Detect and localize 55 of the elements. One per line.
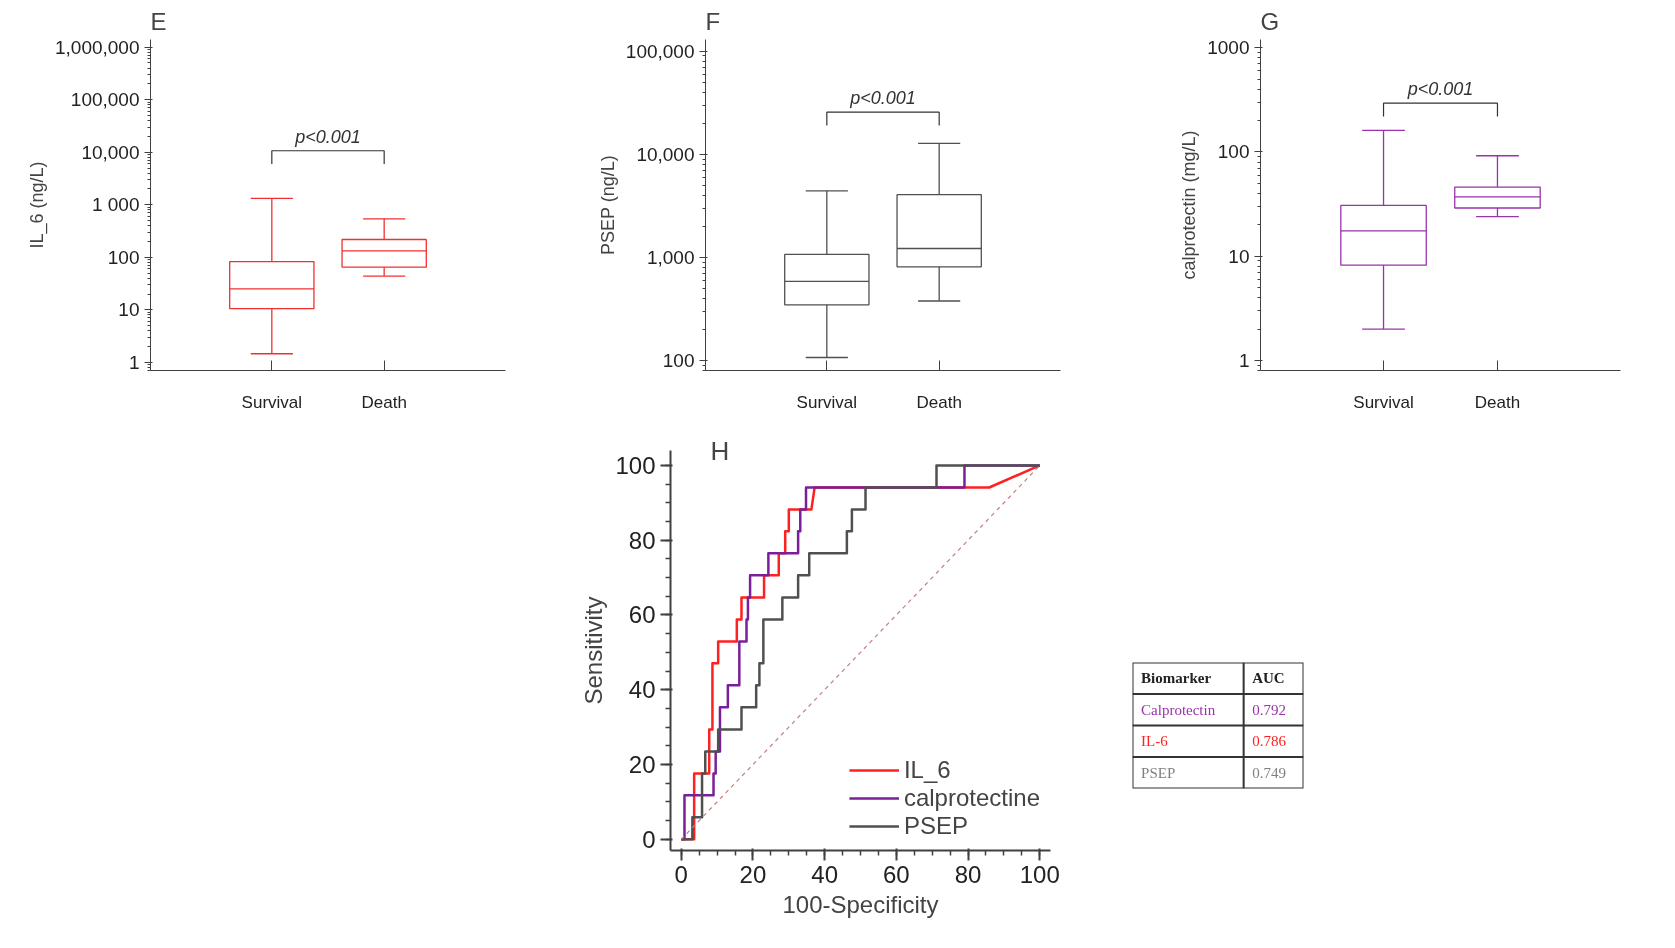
x-axis-title: 100-Specificity xyxy=(782,890,939,918)
legend-label: calprotectine xyxy=(903,784,1040,812)
y-tick-label: 100 xyxy=(662,350,695,372)
text: AUC xyxy=(1252,670,1285,687)
x-tick-label: Survival xyxy=(796,392,858,412)
x-tick-label: 80 xyxy=(954,860,982,888)
y-tick-label: 1,000,000 xyxy=(54,36,140,58)
x-tick-label: 60 xyxy=(883,860,910,888)
y-tick-label: 100 xyxy=(1217,141,1250,163)
y-tick-label: 1,000 xyxy=(646,246,695,268)
y-axis-title: PSEP (ng/L) xyxy=(597,155,618,256)
y-tick-label: 100,000 xyxy=(70,89,140,111)
x-tick-label: Survival xyxy=(1353,392,1414,412)
y-tick-label: 0 xyxy=(642,825,656,853)
legend-label: PSEP xyxy=(903,812,968,840)
y-tick-label: 10 xyxy=(118,299,140,321)
chart-title: H xyxy=(710,435,730,466)
y-tick-label: 10 xyxy=(1228,245,1250,267)
chart-title: G xyxy=(1260,7,1280,35)
x-tick-label: 20 xyxy=(739,860,767,888)
y-tick-label: 1 xyxy=(128,351,140,373)
y-tick-label: 10,000 xyxy=(636,143,695,165)
annotation: p<0.001 xyxy=(294,126,361,147)
y-tick-label: 1 000 xyxy=(91,194,140,216)
y-tick-label: 100 xyxy=(615,451,656,479)
annotation: p<0.001 xyxy=(849,88,916,109)
y-tick-label: 100,000 xyxy=(625,40,695,62)
y-tick-label: 20 xyxy=(628,751,656,779)
text: Biomarker xyxy=(1141,670,1212,687)
x-tick-label: Death xyxy=(1474,392,1521,412)
data-label: 0.749 xyxy=(1252,764,1286,781)
data-label: 0.792 xyxy=(1252,701,1286,718)
category-label: Calprotectin xyxy=(1141,701,1216,718)
category-label: PSEP xyxy=(1141,764,1176,781)
legend-label: IL_6 xyxy=(903,756,951,784)
y-axis-title: calprotectin (mg/L) xyxy=(1179,130,1200,280)
y-axis-title: Sensitivity xyxy=(580,596,608,705)
y-tick-label: 80 xyxy=(628,526,656,554)
y-tick-label: 1 xyxy=(1238,349,1250,371)
category-label: IL-6 xyxy=(1141,733,1169,750)
y-tick-label: 100 xyxy=(107,246,140,268)
data-label: 0.786 xyxy=(1252,733,1287,750)
y-tick-label: 10,000 xyxy=(81,141,140,163)
chart-title: F xyxy=(705,7,721,35)
x-tick-label: 40 xyxy=(811,860,839,888)
chart-title: E xyxy=(150,7,167,35)
y-tick-label: 1000 xyxy=(1207,37,1250,59)
x-tick-label: 100 xyxy=(1019,860,1060,888)
x-tick-label: Death xyxy=(916,392,962,412)
annotation: p<0.001 xyxy=(1406,79,1474,100)
y-tick-label: 40 xyxy=(628,676,656,704)
x-tick-label: Survival xyxy=(241,392,303,412)
y-axis-title: IL_6 (ng/L) xyxy=(26,161,48,249)
y-tick-label: 60 xyxy=(628,601,656,629)
x-tick-label: Death xyxy=(361,392,407,412)
